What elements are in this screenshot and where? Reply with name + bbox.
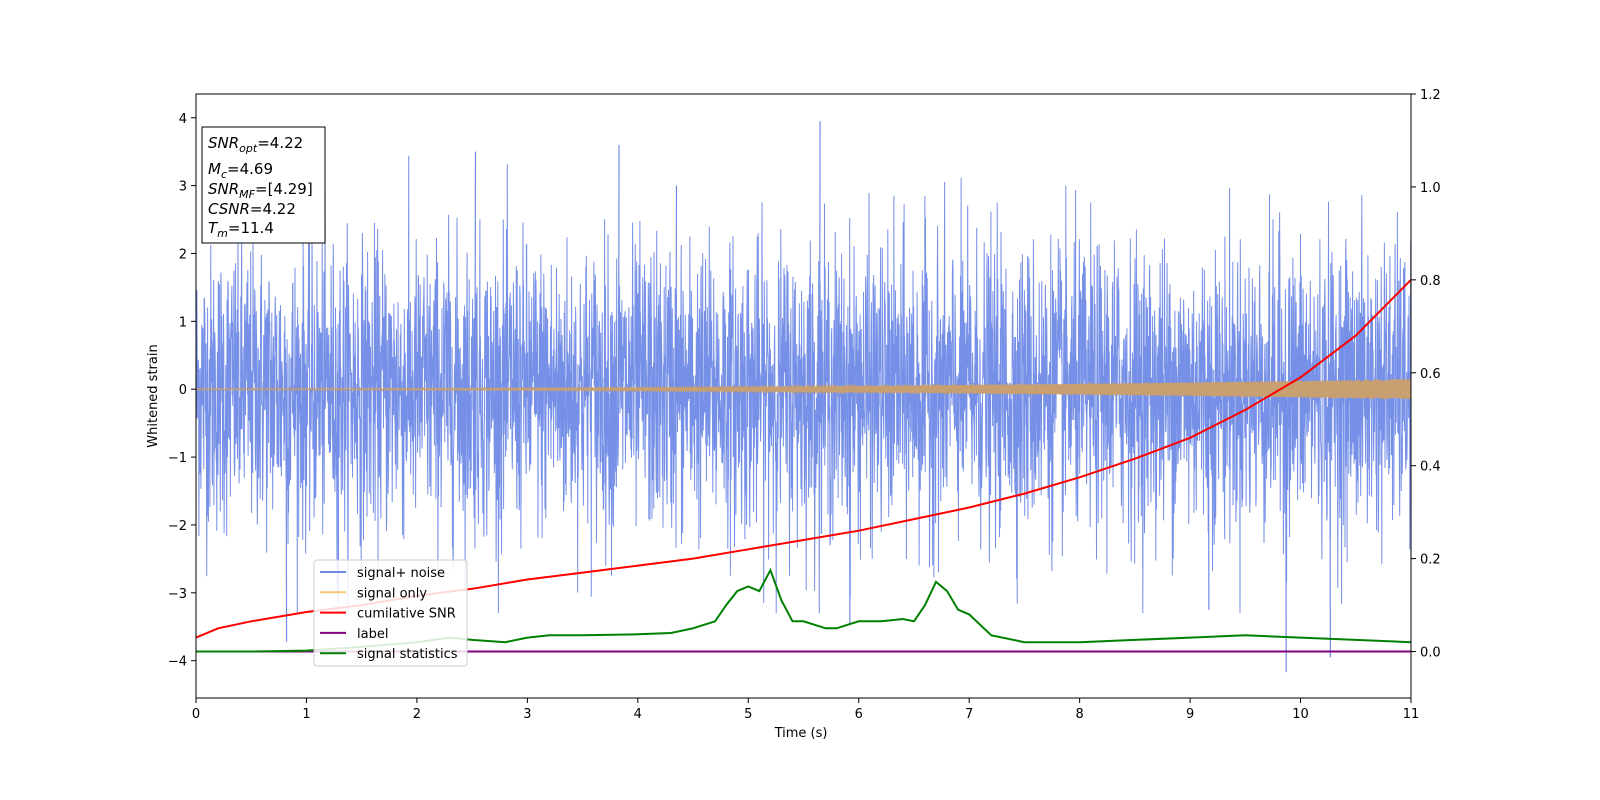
y-right-tick-label: 1.0 [1420,181,1441,196]
series-signal-statistics-line [196,567,1411,653]
stats-annotation-box: SNRopt=4.22 Mc=4.69SNRMF=[4.29]CSNR=4.22T… [201,126,326,244]
y-left-tick-label: −4 [168,655,187,670]
y-left-tick-label: −3 [168,587,187,602]
y-right-tick-label: 1.2 [1420,88,1441,103]
x-tick-label: 5 [744,707,752,722]
y-right-tick-label: 0.6 [1420,367,1441,382]
x-tick-label: 4 [634,707,642,722]
y-left-tick-label: 2 [179,247,187,262]
x-tick-label: 6 [855,707,863,722]
legend-frame [313,559,468,667]
legend-entry: cumilative SNR [357,607,456,622]
x-tick-label: 10 [1292,707,1309,722]
annotation-line: SNRopt=4.22 [208,134,303,155]
x-tick-label: 0 [192,707,200,722]
legend-entry: label [357,627,388,642]
annotation-line: CSNR=4.22 [208,200,296,218]
series-signal-noise-line [196,155,1411,614]
annotation-line: Mc=4.69 [208,160,273,181]
x-tick-label: 7 [965,707,973,722]
y-right-tick-label: 0.2 [1420,553,1441,568]
annotation-line: SNRMF=[4.29] [208,180,313,201]
y-right-tick-label: 0.4 [1420,460,1441,475]
x-tick-label: 3 [523,707,531,722]
x-tick-label: 2 [413,707,421,722]
y-left-tick-label: 3 [179,180,187,195]
annotation-frame [201,126,326,244]
legend-entry: signal statistics [357,647,458,662]
annotation-line: Tm=11.4 [208,219,274,240]
y-left-tick-label: 1 [179,315,187,330]
y-left-tick-label: −2 [168,519,187,534]
legend: signal+ noise signal only cumilative SNR la… [313,559,468,667]
y-left-tick-label: −1 [168,451,187,466]
y-left-tick-label: 0 [179,383,187,398]
y-left-tick-label: 4 [179,112,187,127]
y-right-tick-label: 0.0 [1420,646,1441,661]
x-tick-label: 9 [1186,707,1194,722]
y-right-tick-label: 0.8 [1420,274,1441,289]
y-axis-label: Whitened strain [146,344,161,447]
plot-frame [195,93,1412,699]
legend-entry: signal+ noise [357,566,445,581]
series-signal-only-line [196,379,1411,400]
x-axis-label: Time (s) [774,726,828,741]
x-tick-label: 1 [302,707,310,722]
x-tick-label: 11 [1403,707,1420,722]
x-tick-label: 8 [1075,707,1083,722]
legend-entry: signal only [357,586,427,601]
